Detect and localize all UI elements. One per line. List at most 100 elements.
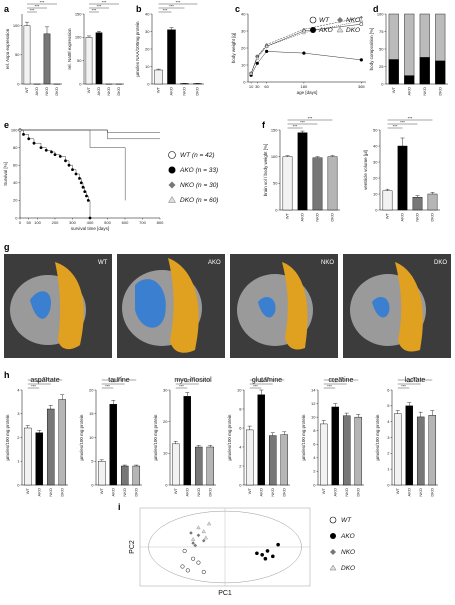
legend-c-nko: NKO	[346, 17, 360, 24]
bar-d-lower-nko	[420, 57, 430, 84]
y-tick-label-f1: 50	[273, 181, 278, 186]
survival-point-ako	[64, 159, 67, 162]
survival-point-ako	[75, 173, 78, 176]
x-tick-label-a2-wt: WT	[86, 86, 91, 93]
y-tick-label-h1: 2	[17, 435, 20, 440]
x-tick-label-h3-ako: AKO	[184, 488, 189, 496]
y-tick-label-h4: 4	[239, 444, 242, 449]
x-tick-label-e: 800	[157, 220, 164, 225]
scatter-point-wt	[202, 570, 206, 574]
y-tick-label-b: 30	[145, 29, 150, 34]
x-tick-label-b-wt: WT	[156, 86, 161, 93]
bar-f1-dko	[328, 157, 337, 210]
x-tick-label-e: 50	[27, 220, 32, 225]
legend-e-wt: WT (n = 42)	[180, 152, 215, 159]
scatter-point-ako	[271, 555, 275, 559]
survival-point-ako	[54, 153, 57, 156]
x-tick-label-c: 10	[249, 84, 254, 89]
y-tick-label-a1: 0	[17, 81, 20, 86]
legend-e-ako: AKO (n = 33)	[179, 167, 218, 174]
x-tick-label-c: 30	[255, 84, 260, 89]
bar-h4-nko	[269, 436, 276, 485]
survival-point-ako	[40, 146, 43, 149]
y-tick-label-h6: 6	[387, 387, 390, 392]
y-tick-label-a2: 100	[75, 35, 82, 40]
bar-h1-nko	[47, 409, 54, 485]
y-tick-label-h5: 2	[313, 469, 316, 474]
y-tick-label-h2: 15	[89, 411, 94, 416]
bar-h3-ako	[184, 396, 191, 485]
x-tick-label-b-nko: NKO	[182, 87, 187, 96]
x-tick-label-a2-ako: AKO	[96, 87, 101, 95]
x-tick-label-f1-dko: DKO	[330, 213, 335, 222]
bar-h5-nko	[343, 416, 350, 485]
y-tick-label-c: 20	[241, 45, 246, 50]
scatter-point-nko	[191, 541, 195, 545]
sig-label-h1: ***	[31, 384, 36, 389]
legend-e-dko: DKO (n = 60)	[180, 197, 218, 204]
bar-d-total-ako	[404, 14, 414, 84]
x-axis-label-e: survival time [days]	[71, 226, 109, 231]
x-tick-label-h3-wt: WT	[173, 487, 178, 494]
y-tick-label-b: 0	[147, 81, 150, 86]
x-tick-label-b-ako: AKO	[169, 87, 174, 95]
x-tick-label-h2-nko: NKO	[122, 488, 127, 497]
scatter-point-ako	[255, 551, 259, 555]
panel-letter-e: e	[4, 120, 9, 130]
y-tick-label-h1: 1	[17, 459, 20, 464]
bar-f1-ako	[298, 133, 307, 210]
y-tick-label-h3: 10	[163, 451, 168, 456]
sig-label-h1: ***	[43, 376, 48, 381]
bar-h2-wt	[98, 461, 105, 485]
y-axis-label-h4: µmoles/100 mg protein	[227, 414, 232, 460]
scatter-point-dko	[197, 526, 201, 529]
x-tick-label-f2-ako: AKO	[400, 213, 405, 221]
x-tick-label-h6-nko: NKO	[418, 488, 423, 497]
scatter-point-dko	[207, 522, 211, 525]
y-axis-label-a2: rel. Nat8l expression	[67, 28, 72, 70]
sig-label-h4: ***	[253, 384, 258, 389]
x-tick-label-e: 400	[87, 220, 94, 225]
x-tick-label-e: 0	[19, 220, 22, 225]
y-tick-label-h4: 2	[239, 463, 242, 468]
y-tick-label-h6: 2	[387, 451, 390, 456]
x-tick-label-e: 500	[104, 220, 111, 225]
sig-label-h3: ***	[191, 376, 196, 381]
scatter-point-nko	[193, 544, 197, 548]
legend-c-dko: DKO	[346, 27, 360, 34]
panel-letter-h: h	[4, 370, 10, 380]
survival-point-ako	[68, 164, 71, 167]
y-tick-label-h2: 10	[89, 435, 94, 440]
scatter-point-nko	[189, 531, 193, 535]
legend-c-wt-marker	[310, 17, 316, 23]
y-tick-label-c: 10	[241, 62, 246, 67]
mri-label-nko: NKO	[321, 260, 334, 266]
bar-h3-nko	[195, 447, 202, 485]
bar-h5-wt	[320, 424, 327, 485]
survival-point-ako	[71, 168, 74, 171]
y-tick-label-e: 40	[13, 180, 18, 185]
y-tick-label-h3: 0	[165, 482, 168, 487]
y-tick-label-f2: 50	[373, 127, 378, 132]
y-tick-label-h2: 5	[91, 459, 94, 464]
x-tick-label-h1-ako: AKO	[36, 488, 41, 496]
x-axis-label-c: age [days]	[297, 90, 318, 95]
y-tick-label-h5: 6	[313, 442, 316, 447]
y-tick-label-c: 30	[241, 28, 246, 33]
x-tick-label-c: 180	[301, 84, 308, 89]
x-tick-label-h4-nko: NKO	[270, 488, 275, 497]
y-tick-label-h2: 20	[89, 387, 94, 392]
x-tick-label-d-dko: DKO	[437, 87, 442, 96]
x-tick-label-a1-nko: NKO	[44, 87, 49, 96]
line-c-ako	[251, 51, 361, 75]
legend-c-ako-marker	[310, 27, 316, 33]
legend-i-ako: AKO	[340, 533, 355, 540]
y-axis-label-i: PC2	[129, 540, 136, 554]
y-tick-label-h6: 4	[387, 419, 390, 424]
panel-letter-i: i	[118, 502, 121, 512]
y-axis-label-d: body composition [%]	[369, 28, 374, 71]
y-tick-label-a1: 50	[15, 52, 20, 57]
bar-h5-dko	[355, 417, 362, 485]
point-c-ako	[302, 52, 305, 55]
y-tick-label-h3: 20	[163, 419, 168, 424]
